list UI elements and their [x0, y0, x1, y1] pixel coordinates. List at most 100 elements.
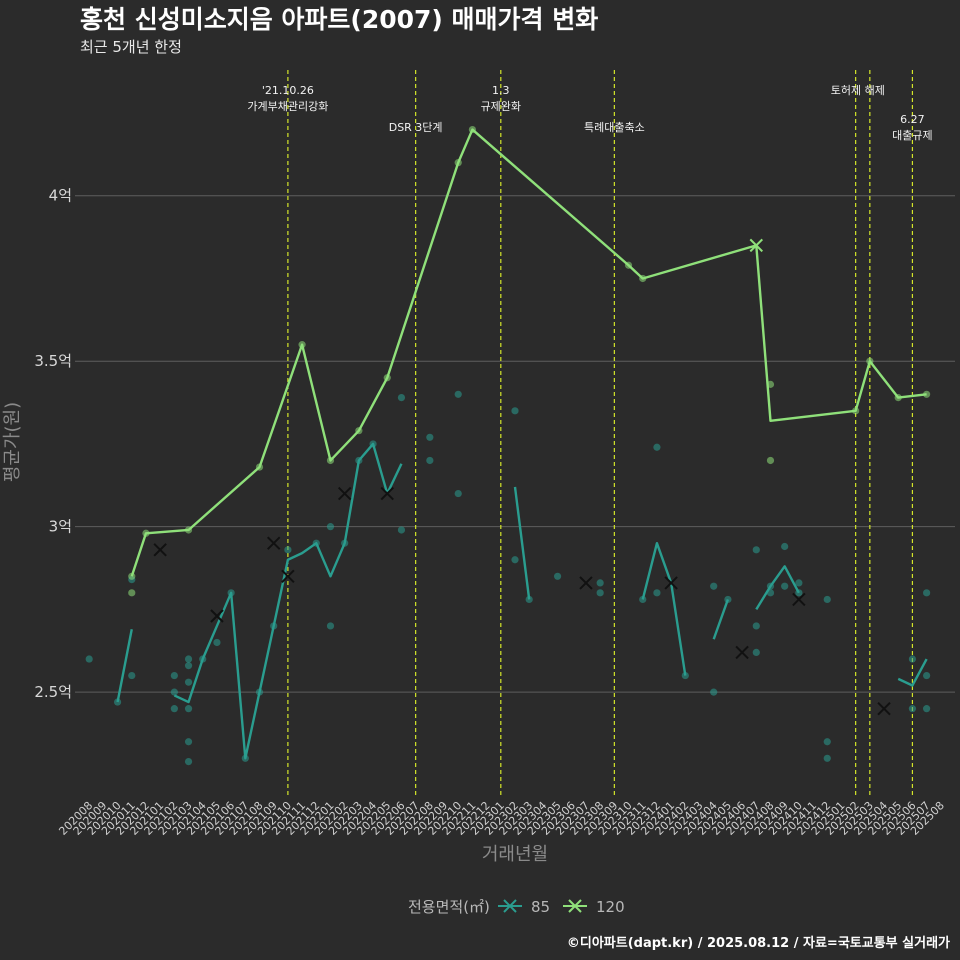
data-point-85: [355, 456, 363, 465]
y-tick-label: 3.5억: [34, 352, 72, 370]
series-line-85: [173, 442, 403, 760]
data-point-85: [752, 546, 760, 554]
data-point-85: [170, 688, 178, 696]
legend-item-85: 85: [498, 898, 550, 916]
cross-stroke: [664, 576, 678, 590]
legend-swatch-cross: [503, 899, 517, 913]
cross-marker-85: [267, 536, 281, 550]
series-line-85: [897, 658, 928, 687]
cross-marker-85: [153, 543, 167, 557]
cross-marker-85: [877, 701, 891, 716]
data-point-120: [766, 380, 775, 388]
data-point-85: [426, 456, 434, 465]
data-point-120: [128, 589, 136, 597]
chart-subtitle: 최근 5개년 한정: [80, 38, 182, 56]
data-point-120: [639, 274, 647, 283]
data-point-85: [795, 589, 803, 597]
data-point-85: [369, 440, 377, 448]
y-tick-label: 4억: [49, 187, 72, 205]
cross-stroke: [210, 609, 224, 623]
data-point-85: [908, 655, 917, 663]
data-point-120: [255, 463, 264, 471]
legend-label: 120: [596, 898, 625, 916]
data-point-120: [383, 374, 391, 382]
data-point-85: [397, 394, 406, 402]
data-point-85: [710, 582, 718, 590]
data-point-85: [639, 595, 647, 604]
data-point-85: [227, 589, 235, 597]
data-point-120: [866, 357, 874, 365]
cross-stroke: [153, 543, 167, 557]
data-point-85: [454, 390, 462, 398]
y-tick-label: 3억: [49, 518, 72, 536]
data-point-85: [241, 754, 249, 762]
legend-item-120: 120: [563, 898, 625, 916]
data-point-85: [184, 678, 193, 686]
series-line-85: [116, 629, 133, 703]
data-point-85: [113, 698, 122, 706]
data-point-85: [525, 595, 533, 604]
x-axis-label: 거래년월: [482, 844, 548, 865]
data-point-85: [397, 526, 406, 534]
data-point-85: [653, 443, 661, 451]
data-point-85: [284, 546, 292, 554]
cross-stroke: [792, 592, 806, 607]
policy-annotation-text: 대출규제: [892, 129, 932, 142]
policy-annotation-text: 6.27: [900, 113, 925, 126]
data-point-85: [823, 754, 831, 762]
data-point-85: [511, 407, 519, 415]
data-point-85: [908, 705, 917, 713]
data-point-85: [752, 622, 760, 630]
legend-title: 전용면적(㎡): [408, 898, 490, 916]
data-point-85: [823, 738, 831, 746]
data-point-85: [553, 572, 562, 580]
cross-marker-85: [579, 576, 593, 590]
series-line-85: [641, 542, 687, 676]
data-point-85: [923, 589, 931, 597]
data-point-85: [270, 622, 278, 630]
data-point-85: [653, 589, 661, 597]
x-axis-ticks: 2020082020092020102020112020122021012021…: [56, 799, 947, 838]
y-tick-label: 2.5억: [34, 683, 72, 701]
cross-marker-85: [664, 576, 678, 590]
cross-stroke: [380, 486, 394, 501]
chart-title: 홍천 신성미소지음 아파트(2007) 매매가격 변화: [80, 5, 598, 34]
y-axis-ticks: 2.5억 3억 3.5억 4억: [34, 187, 72, 701]
data-point-85: [426, 433, 434, 441]
data-point-120: [894, 394, 902, 402]
data-point-85: [923, 671, 931, 680]
data-point-85: [781, 542, 789, 551]
policy-annotation-text: 1.3: [492, 84, 510, 97]
data-point-85: [795, 579, 803, 587]
data-point-85: [752, 648, 760, 657]
data-point-120: [852, 407, 860, 415]
series-line-85: [712, 599, 730, 640]
gridlines: [75, 195, 955, 693]
policy-annotation-text: 특례대출축소: [584, 121, 645, 134]
series-120: [128, 125, 931, 597]
series-line-85: [513, 486, 531, 600]
data-point-85: [326, 622, 335, 630]
data-point-85: [184, 705, 193, 713]
data-point-85: [326, 523, 335, 531]
data-point-85: [312, 539, 320, 547]
data-point-120: [766, 456, 775, 465]
data-point-85: [184, 655, 193, 663]
policy-annotation-text: '21.10.26: [262, 84, 314, 97]
policy-annotation-text: 가계부채관리강화: [247, 100, 328, 113]
y-axis-label: 평균가(원): [2, 402, 23, 482]
data-point-85: [681, 671, 689, 680]
data-point-120: [923, 390, 931, 398]
cross-marker-120: [749, 238, 763, 253]
cross-marker-85: [735, 645, 749, 660]
data-point-85: [766, 582, 775, 590]
data-point-85: [923, 705, 931, 713]
data-point-85: [781, 582, 789, 590]
cross-marker-85: [380, 486, 394, 501]
data-point-85: [170, 671, 178, 680]
data-point-85: [454, 489, 462, 498]
data-point-85: [710, 688, 718, 696]
cross-stroke: [503, 899, 517, 913]
